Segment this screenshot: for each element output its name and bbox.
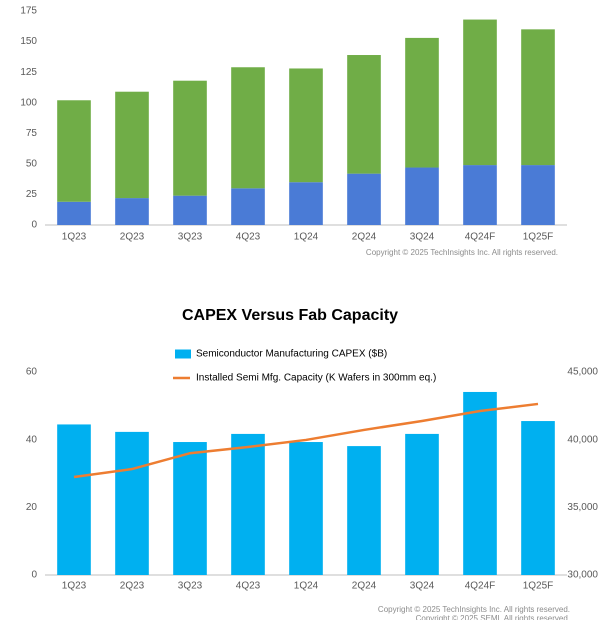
legend-label: Installed Semi Mfg. Capacity (K Wafers i… (196, 373, 436, 384)
y-tick-label: 0 (31, 570, 37, 581)
bar-segment (231, 188, 265, 225)
bar (115, 431, 149, 575)
y-tick-label: 60 (26, 367, 38, 378)
y-tick-label: 75 (26, 128, 38, 139)
bar-segment (115, 91, 149, 199)
bar-segment (405, 37, 439, 168)
x-tick-label: 4Q24F (465, 581, 496, 592)
bar (231, 433, 265, 575)
bar-segment (173, 195, 207, 225)
bar-segment (347, 55, 381, 174)
y-tick-label: 0 (31, 220, 37, 231)
copyright: Copyright © 2025 TechInsights Inc. All r… (366, 248, 558, 257)
x-tick-label: 1Q23 (62, 232, 87, 243)
y2-tick-label: 35,000 (567, 502, 598, 513)
x-tick-label: 2Q23 (120, 232, 145, 243)
bar-segment (463, 19, 497, 166)
bar (173, 442, 207, 575)
x-tick-label: 3Q24 (410, 232, 435, 243)
x-tick-label: 1Q23 (62, 581, 87, 592)
y-tick-label: 50 (26, 158, 38, 169)
x-tick-label: 1Q24 (294, 581, 319, 592)
x-tick-label: 4Q24F (465, 232, 496, 243)
x-tick-label: 2Q24 (352, 232, 377, 243)
y-tick-label: 150 (20, 36, 37, 47)
bar (289, 442, 323, 575)
y-tick-label: 40 (26, 434, 38, 445)
bar-segment (115, 198, 149, 225)
bar-segment (521, 29, 555, 166)
y2-tick-label: 40,000 (567, 434, 598, 445)
bar-segment (521, 165, 555, 225)
bar-segment (347, 173, 381, 225)
x-tick-label: 2Q24 (352, 581, 377, 592)
bar-segment (231, 67, 265, 189)
y-tick-label: 25 (26, 189, 38, 200)
bar (347, 446, 381, 575)
y2-tick-label: 45,000 (567, 367, 598, 378)
bar-segment (57, 201, 91, 225)
bar (405, 433, 439, 575)
copyright: Copyright © 2025 TechInsights Inc. All r… (378, 605, 570, 614)
x-tick-label: 1Q25F (523, 581, 554, 592)
bar-segment (289, 68, 323, 183)
y-tick-label: 20 (26, 502, 38, 513)
x-tick-label: 1Q25F (523, 232, 554, 243)
x-tick-label: 3Q24 (410, 581, 435, 592)
y2-tick-label: 30,000 (567, 570, 598, 581)
bar-segment (405, 167, 439, 225)
x-tick-label: 3Q23 (178, 581, 203, 592)
bar-segment (289, 182, 323, 225)
bar-segment (463, 165, 497, 225)
y-tick-label: 175 (20, 6, 37, 17)
line (73, 402, 539, 479)
y-tick-label: 100 (20, 97, 37, 108)
x-tick-label: 4Q23 (236, 232, 261, 243)
bar (521, 421, 555, 575)
bar (57, 424, 91, 575)
x-tick-label: 1Q24 (294, 232, 319, 243)
bar-segment (173, 80, 207, 196)
legend-label: Semiconductor Manufacturing CAPEX ($B) (196, 349, 387, 360)
bar-segment (57, 100, 91, 202)
copyright: Copyright © 2025 SEMI. All rights reserv… (416, 614, 570, 620)
x-tick-label: 3Q23 (178, 232, 203, 243)
legend-swatch (175, 349, 191, 359)
x-tick-label: 2Q23 (120, 581, 145, 592)
chart-title: CAPEX Versus Fab Capacity (182, 307, 398, 324)
y-tick-label: 125 (20, 67, 37, 78)
x-tick-label: 4Q23 (236, 581, 261, 592)
bar (463, 391, 497, 575)
